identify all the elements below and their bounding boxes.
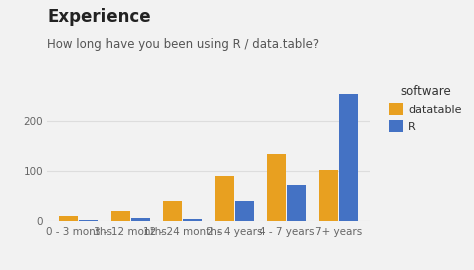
Bar — [339, 93, 358, 221]
Bar — [79, 220, 98, 221]
Bar — [235, 201, 254, 221]
Bar — [111, 211, 130, 221]
Bar — [267, 154, 286, 221]
Text: Experience: Experience — [47, 8, 151, 26]
Bar — [59, 216, 78, 221]
Bar — [215, 176, 234, 221]
Bar — [183, 219, 202, 221]
Bar — [319, 170, 338, 221]
Bar — [163, 201, 182, 221]
Text: How long have you been using R / data.table?: How long have you been using R / data.ta… — [47, 38, 319, 51]
Legend: datatable, R: datatable, R — [388, 84, 463, 133]
Bar — [287, 185, 306, 221]
Bar — [131, 218, 150, 221]
